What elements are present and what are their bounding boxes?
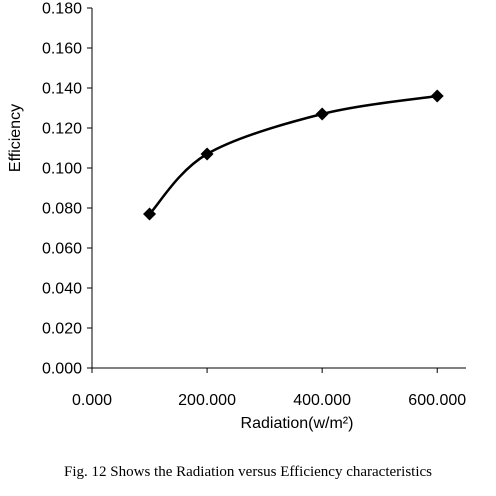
y-tick-label: 0.040 xyxy=(42,281,82,298)
data-point-marker xyxy=(430,89,444,103)
data-point-marker xyxy=(200,147,214,161)
y-tick-label: 0.080 xyxy=(42,201,82,218)
y-tick-label: 0.020 xyxy=(42,321,82,338)
series-line xyxy=(148,94,438,215)
y-tick-label: 0.100 xyxy=(42,161,82,178)
x-tick-label: 400.000 xyxy=(293,392,351,409)
data-point-marker xyxy=(315,107,329,121)
data-point-marker xyxy=(143,207,157,221)
x-axis-title: Radiation(w/m²) xyxy=(241,415,354,432)
y-tick-label: 0.120 xyxy=(42,121,82,138)
x-tick-label: 0.000 xyxy=(72,392,112,409)
y-axis-ticks: 0.000 0.020 0.040 0.060 0.080 0.100 0.120 0.140… xyxy=(42,1,92,378)
x-tick-label: 200.000 xyxy=(178,392,236,409)
y-tick-label: 0.140 xyxy=(42,81,82,98)
y-tick-label: 0.180 xyxy=(42,1,82,18)
figure-caption: Fig. 12 Shows the Radiation versus Effic… xyxy=(64,464,432,480)
data-markers xyxy=(143,89,444,221)
x-axis-ticks: 0.000 200.000 400.000 600.000 xyxy=(72,368,466,409)
y-tick-label: 0.060 xyxy=(42,241,82,258)
y-tick-label: 0.160 xyxy=(42,41,82,58)
x-tick-label: 600.000 xyxy=(408,392,466,409)
y-axis-title: Efficiency xyxy=(7,104,24,172)
y-tick-label: 0.000 xyxy=(42,361,82,378)
efficiency-chart: 0.000 0.020 0.040 0.060 0.080 0.100 0.120 0.140… xyxy=(7,1,466,433)
